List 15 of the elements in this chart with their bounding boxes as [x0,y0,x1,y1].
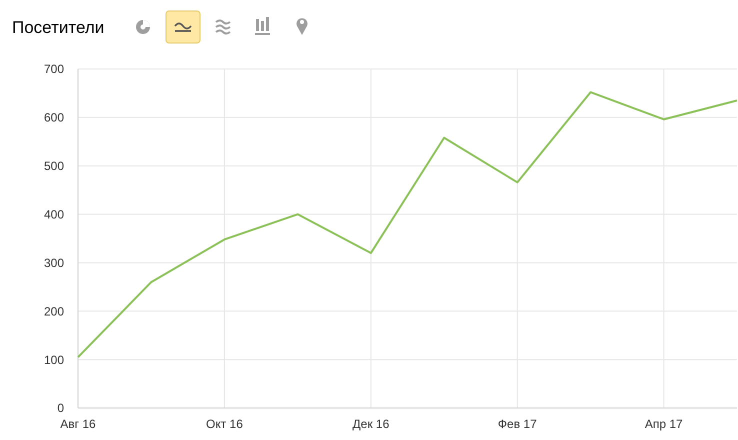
y-tick-label: 400 [44,207,64,222]
x-tick-label: Дек 16 [352,417,390,431]
x-tick-label: Авг 16 [60,417,96,431]
y-tick-label: 0 [57,401,64,416]
x-tick-label: Фев 17 [498,417,538,431]
y-tick-label: 700 [44,62,64,76]
x-tick-label: Окт 16 [206,417,244,431]
chart-title: Посетители [12,18,104,37]
y-tick-label: 500 [44,159,64,174]
x-tick-label: Апр 17 [644,417,684,431]
y-tick-label: 300 [44,256,64,270]
y-tick-label: 200 [44,304,64,318]
y-tick-label: 600 [44,110,64,125]
y-tick-label: 100 [44,352,64,367]
line-series [77,91,738,358]
